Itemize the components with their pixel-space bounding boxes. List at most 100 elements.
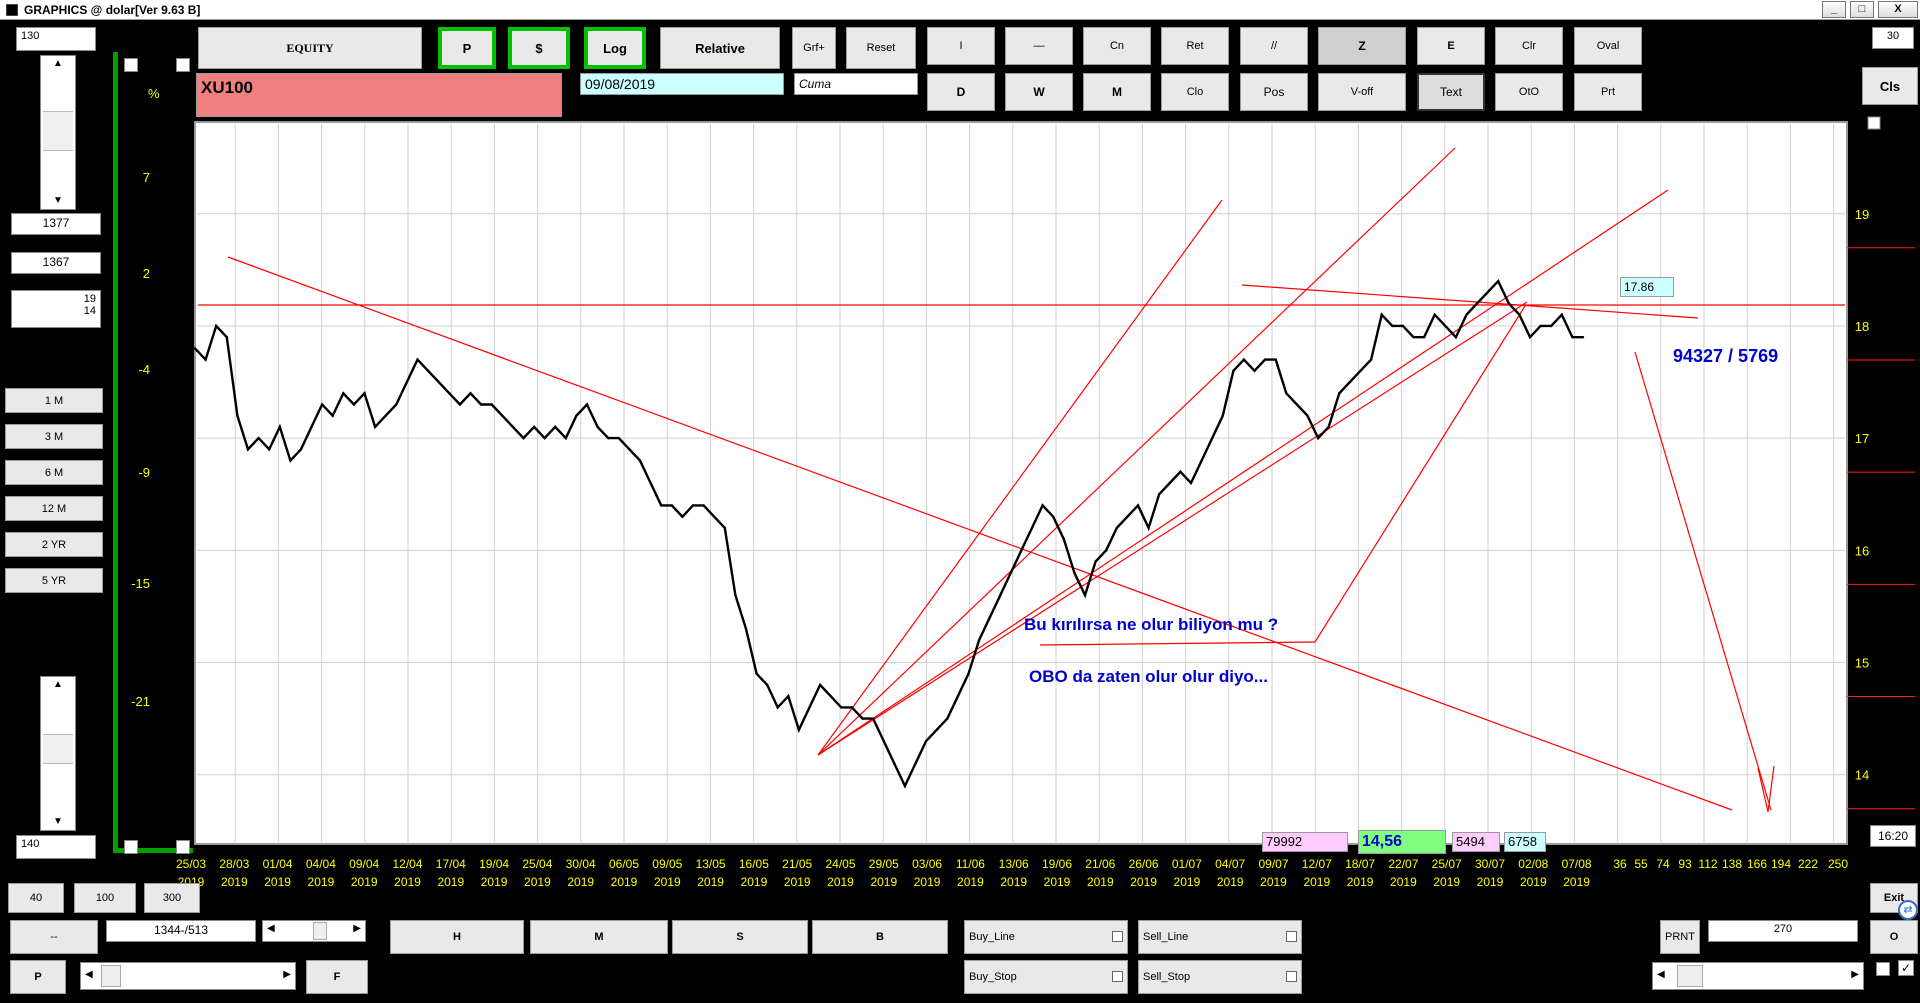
scroll-thumb[interactable] <box>313 922 327 940</box>
checkbox-br[interactable] <box>176 840 190 854</box>
tool-cn-button[interactable]: Cn <box>1083 27 1151 65</box>
tool-oval-button[interactable]: Oval <box>1574 27 1642 65</box>
value-300-button[interactable]: 300 <box>144 883 200 913</box>
top-value-field[interactable]: 130 <box>16 27 96 51</box>
price-point <box>1550 324 1553 328</box>
period-2yr-button[interactable]: 2 YR <box>5 532 103 557</box>
checkbox-tr[interactable] <box>176 58 190 72</box>
scroll-thumb[interactable] <box>43 734 73 764</box>
sell-stop-button[interactable]: Sell_Stop <box>1138 960 1302 994</box>
tool-clr-button[interactable]: Clr <box>1495 27 1563 65</box>
bottom-scroll[interactable]: ▲ ▼ <box>40 676 76 831</box>
tool-m-button[interactable]: M <box>1083 73 1151 111</box>
buy-line-button[interactable]: Buy_Line <box>964 920 1128 954</box>
checkbox-bl[interactable] <box>124 840 138 854</box>
o-button[interactable]: O <box>1870 920 1918 954</box>
minimize-button[interactable]: _ <box>1822 1 1846 18</box>
price-point <box>1581 335 1585 339</box>
dash-button[interactable]: -- <box>10 920 98 954</box>
arrow-left-icon[interactable]: ◀ <box>85 969 93 980</box>
right-spin-field[interactable]: 30 <box>1872 27 1914 49</box>
maximize-button[interactable]: □ <box>1850 1 1874 18</box>
value-100-button[interactable]: 100 <box>74 883 136 913</box>
h-button[interactable]: H <box>390 920 524 954</box>
sell-line-button[interactable]: Sell_Line <box>1138 920 1302 954</box>
period-6m-button[interactable]: 6 M <box>5 460 103 485</box>
arrow-right-icon[interactable]: ▶ <box>1851 969 1859 980</box>
buy-stop-button[interactable]: Buy_Stop <box>964 960 1128 994</box>
equity-button[interactable]: EQUITY <box>198 27 422 69</box>
f-button[interactable]: F <box>306 960 368 994</box>
period-3m-button[interactable]: 3 M <box>5 424 103 449</box>
arrow-left-icon[interactable]: ◀ <box>267 923 275 934</box>
scroll-thumb[interactable] <box>1677 965 1703 987</box>
tool-clo-button[interactable]: Clo <box>1161 73 1229 111</box>
log-button[interactable]: Log <box>584 27 646 69</box>
tool-e-button[interactable]: E <box>1417 27 1485 65</box>
scroll-thumb[interactable] <box>43 111 73 151</box>
arrow-right-icon[interactable]: ▶ <box>283 969 291 980</box>
b-button[interactable]: B <box>812 920 948 954</box>
tool-i-button[interactable]: I <box>927 27 995 65</box>
tool-z-button[interactable]: Z <box>1318 27 1406 65</box>
dollar-button[interactable]: $ <box>508 27 570 69</box>
grf-plus-button[interactable]: Grf+ <box>792 27 836 69</box>
tool-d-button[interactable]: D <box>927 73 995 111</box>
cls-button[interactable]: Cls <box>1862 67 1918 105</box>
tool-text-button[interactable]: Text <box>1417 73 1485 111</box>
m-button[interactable]: M <box>530 920 668 954</box>
period-12m-button[interactable]: 12 M <box>5 496 103 521</box>
price-point <box>977 638 981 642</box>
small-scroll[interactable]: ◀ ▶ <box>262 920 366 942</box>
scroll-down-icon[interactable]: ▼ <box>53 816 63 827</box>
tool-pos-button[interactable]: Pos <box>1240 73 1308 111</box>
p-bottom-button[interactable]: P <box>10 960 66 994</box>
bottom-checkbox-a[interactable] <box>1876 962 1890 976</box>
trend-line <box>227 256 1733 811</box>
buy-line-checkbox[interactable] <box>1112 931 1123 942</box>
reset-button[interactable]: Reset <box>846 27 916 69</box>
bottom-scroll-bar[interactable]: ◀ ▶ <box>80 962 296 990</box>
bottom-checkbox-b[interactable]: ✓ <box>1898 960 1914 976</box>
x-tick-label: 19/04 <box>479 857 509 871</box>
sell-stop-checkbox[interactable] <box>1286 971 1297 982</box>
scroll-thumb[interactable] <box>101 965 121 987</box>
date-field[interactable]: 09/08/2019 <box>580 73 784 95</box>
price-point <box>787 694 790 698</box>
tool-w-button[interactable]: W <box>1005 73 1073 111</box>
arrow-left-icon[interactable]: ◀ <box>1657 969 1665 980</box>
bottom-value-field[interactable]: 140 <box>16 835 96 859</box>
scroll-up-icon[interactable]: ▲ <box>53 679 63 690</box>
checkbox-right[interactable] <box>1867 116 1881 130</box>
buy-line-label: Buy_Line <box>969 931 1015 943</box>
p-button[interactable]: P <box>438 27 496 69</box>
value-40-button[interactable]: 40 <box>8 883 64 913</box>
tool-prt-button[interactable]: Prt <box>1574 73 1642 111</box>
checkbox-tl[interactable] <box>124 58 138 72</box>
tool-oto-button[interactable]: OtO <box>1495 73 1563 111</box>
y-right-tick-label: 14 <box>1855 768 1869 783</box>
tool-hline-button[interactable]: — <box>1005 27 1073 65</box>
tool-parallel-button[interactable]: // <box>1240 27 1308 65</box>
right-scroll-bar[interactable]: ◀ ▶ <box>1652 962 1864 990</box>
sell-line-checkbox[interactable] <box>1286 931 1297 942</box>
period-1m-button[interactable]: 1 M <box>5 388 103 413</box>
sync-icon[interactable]: ⇄ <box>1898 900 1918 920</box>
prnt-value-field[interactable]: 270 <box>1708 920 1858 942</box>
top-scroll[interactable]: ▲ ▼ <box>40 55 76 210</box>
price-point <box>638 459 642 462</box>
scroll-down-icon[interactable]: ▼ <box>53 195 63 206</box>
prnt-button[interactable]: PRNT <box>1660 920 1700 954</box>
close-button[interactable]: X <box>1878 1 1918 18</box>
s-button[interactable]: S <box>672 920 808 954</box>
relative-button[interactable]: Relative <box>660 27 780 69</box>
exit-button[interactable]: Exit <box>1870 883 1918 913</box>
tool-ret-button[interactable]: Ret <box>1161 27 1229 65</box>
period-5yr-button[interactable]: 5 YR <box>5 568 103 593</box>
buy-stop-checkbox[interactable] <box>1112 971 1123 982</box>
tool-voff-button[interactable]: V-off <box>1318 73 1406 111</box>
price-point <box>236 414 239 417</box>
arrow-right-icon[interactable]: ▶ <box>353 923 361 934</box>
scroll-up-icon[interactable]: ▲ <box>53 58 63 69</box>
